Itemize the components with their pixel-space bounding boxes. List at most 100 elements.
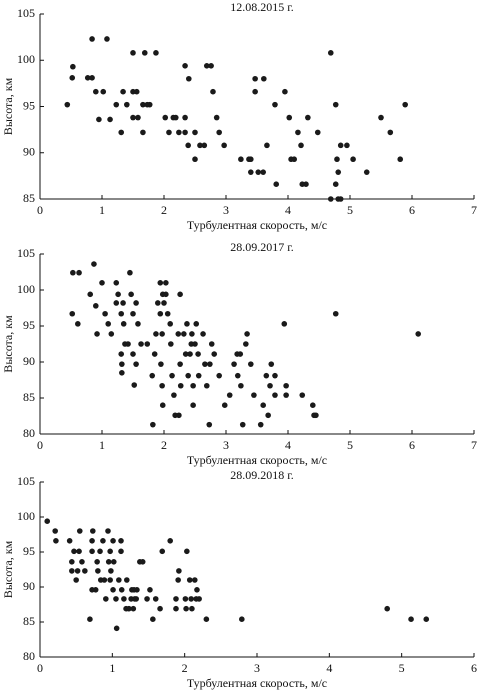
data-point <box>251 392 257 398</box>
data-point <box>124 577 130 583</box>
data-point <box>286 114 293 121</box>
y-tick-label: 100 <box>17 509 35 523</box>
x-tick-label: 4 <box>285 438 291 452</box>
x-tick-label: 5 <box>347 438 353 452</box>
data-point <box>69 75 76 81</box>
data-point <box>192 129 198 136</box>
data-point <box>332 101 339 108</box>
x-tick-label: 5 <box>347 203 353 217</box>
data-point <box>89 538 95 544</box>
data-point <box>92 587 99 593</box>
data-point <box>327 50 334 56</box>
y-tick-label: 105 <box>17 474 35 488</box>
data-point <box>291 156 298 163</box>
data-point <box>130 114 136 121</box>
data-point <box>234 372 241 379</box>
data-point <box>152 596 159 602</box>
data-point <box>186 577 193 583</box>
data-point <box>118 351 125 357</box>
data-point <box>210 88 216 95</box>
data-point <box>159 331 165 337</box>
data-point <box>176 568 182 574</box>
data-point <box>70 63 76 70</box>
data-point <box>159 548 166 555</box>
data-point <box>144 596 150 602</box>
data-point <box>126 605 132 612</box>
x-axis-label: Турбулентная скорость, м/с <box>187 676 327 690</box>
data-point <box>201 142 208 149</box>
y-axis-label: Высота, км <box>1 540 15 598</box>
data-point <box>184 548 190 555</box>
data-point <box>113 300 120 306</box>
data-point <box>118 587 125 593</box>
data-point <box>44 518 51 524</box>
data-point <box>113 101 120 108</box>
data-point <box>314 129 321 136</box>
y-axis-label: Высота, км <box>1 315 15 373</box>
data-point <box>384 605 391 612</box>
data-point <box>268 361 275 367</box>
data-point <box>387 129 394 136</box>
data-point <box>140 101 146 108</box>
y-tick-label: 105 <box>17 246 35 260</box>
data-point <box>195 351 201 357</box>
data-point <box>192 341 198 347</box>
data-point <box>195 372 202 379</box>
data-point <box>163 291 169 298</box>
data-point <box>181 331 187 337</box>
data-point <box>175 331 182 337</box>
data-point <box>261 75 267 82</box>
data-point <box>172 114 179 121</box>
data-point <box>264 142 270 149</box>
data-point <box>99 280 105 286</box>
data-point <box>213 114 220 121</box>
data-point <box>244 331 250 337</box>
data-point <box>149 372 156 379</box>
y-tick-label: 100 <box>17 282 35 296</box>
x-tick-label: 3 <box>223 203 229 217</box>
data-point <box>147 587 153 593</box>
data-point <box>118 538 124 544</box>
data-point <box>135 321 141 327</box>
data-point <box>73 577 79 583</box>
data-point <box>134 587 140 593</box>
x-tick-label: 6 <box>409 438 415 452</box>
data-point <box>177 361 183 367</box>
data-point <box>130 351 136 357</box>
data-point <box>305 114 311 121</box>
data-point <box>378 114 384 121</box>
data-point <box>168 341 174 347</box>
data-point <box>118 548 124 555</box>
data-point <box>239 421 246 428</box>
data-point <box>171 392 177 398</box>
data-point <box>141 50 148 56</box>
data-point <box>75 321 81 327</box>
y-tick-label: 90 <box>23 145 35 159</box>
data-point <box>130 310 136 317</box>
data-point <box>110 587 116 593</box>
data-point <box>146 101 153 108</box>
data-point <box>252 88 258 95</box>
data-point <box>337 142 344 149</box>
y-axis-label: Высота, км <box>1 77 15 135</box>
data-point <box>169 372 175 379</box>
data-point <box>177 382 184 389</box>
data-point <box>118 129 125 136</box>
data-point <box>200 331 206 337</box>
data-point <box>272 101 278 108</box>
data-point <box>53 538 59 544</box>
data-point <box>263 372 270 379</box>
data-point <box>95 568 101 574</box>
y-tick-label: 95 <box>23 98 35 112</box>
data-point <box>243 341 249 347</box>
data-point <box>93 88 99 95</box>
panel-title: 12.08.2015 г. <box>230 0 294 14</box>
data-point <box>130 605 137 612</box>
data-point <box>206 421 213 428</box>
data-point <box>337 196 344 202</box>
data-point <box>211 351 218 357</box>
data-point <box>344 142 350 149</box>
x-tick-label: 0 <box>37 661 43 675</box>
data-point <box>103 596 109 602</box>
